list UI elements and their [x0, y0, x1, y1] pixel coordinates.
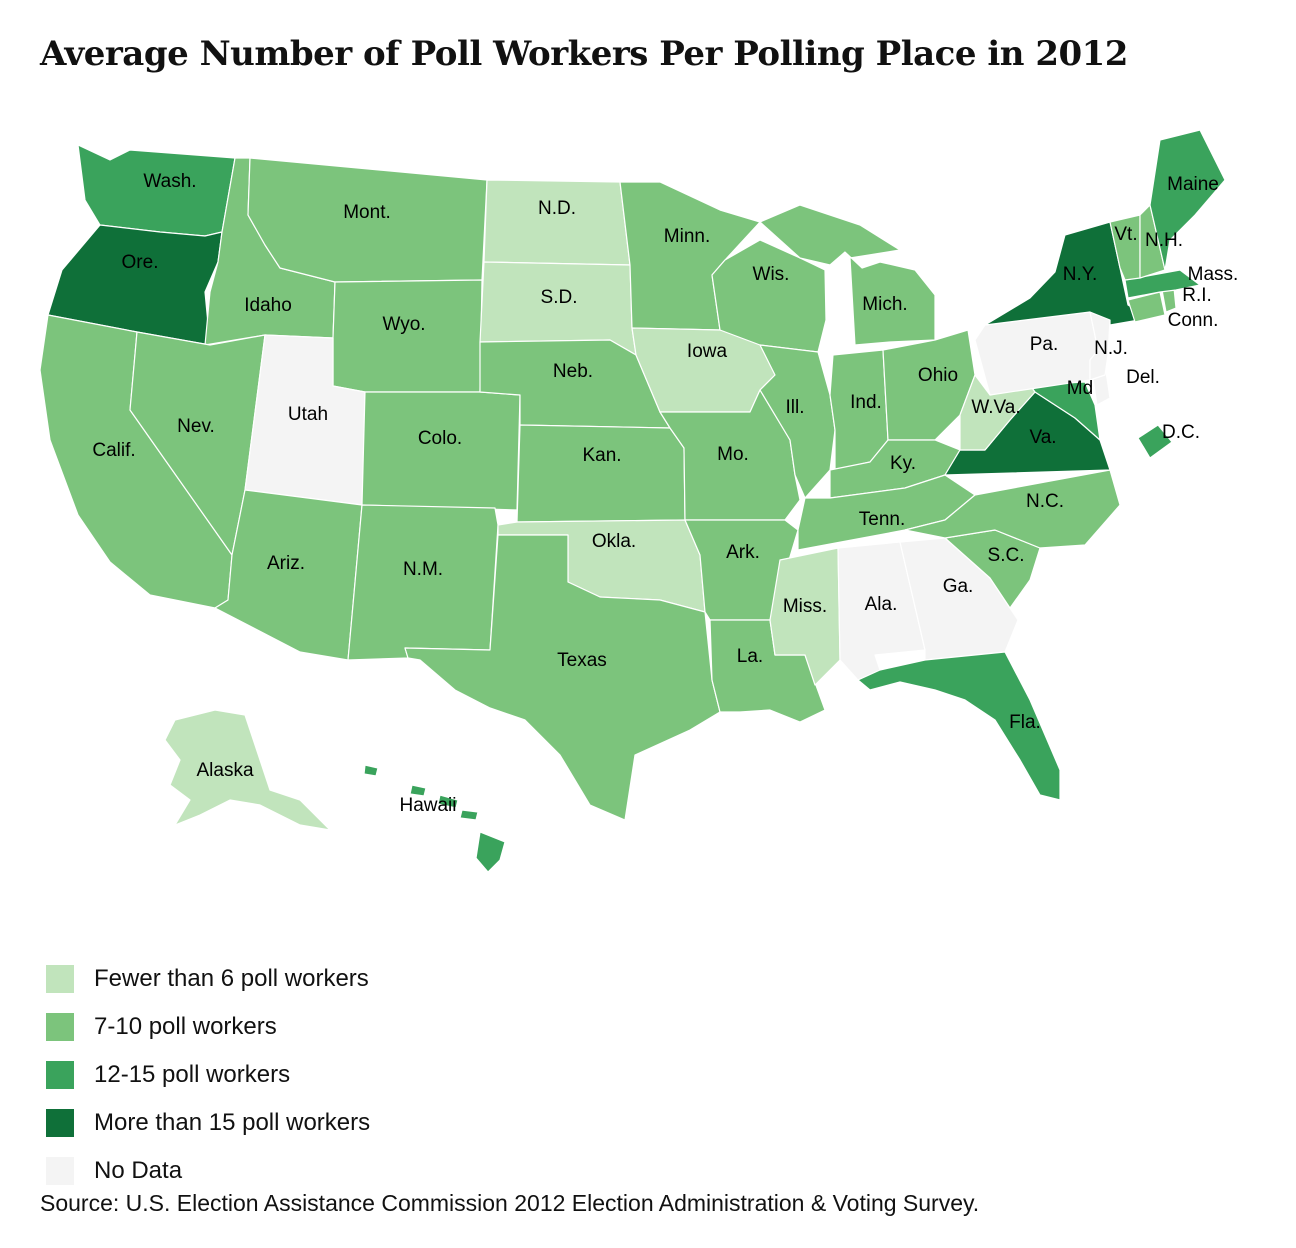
state-label-tn: Tenn. [859, 509, 905, 530]
state-wi [711, 239, 827, 353]
state-mi [759, 204, 936, 346]
state-label-al: Ala. [865, 594, 898, 615]
state-label-mi: Mich. [862, 294, 907, 315]
state-label-az: Ariz. [267, 553, 305, 574]
state-label-oh: Ohio [918, 365, 958, 386]
state-co [361, 391, 521, 511]
state-label-dc: D.C. [1162, 422, 1200, 443]
state-label-ct: Conn. [1168, 310, 1219, 331]
state-label-ok: Okla. [592, 531, 636, 552]
state-nm [347, 504, 499, 661]
legend-item-nodata: No Data [46, 1147, 370, 1195]
state-label-ri: R.I. [1182, 285, 1212, 306]
state-label-ky: Ky. [890, 453, 916, 474]
legend-item-12to15: 12-15 poll workers [46, 1051, 370, 1099]
state-label-nh: N.H. [1145, 230, 1183, 251]
state-label-sd: S.D. [541, 287, 578, 308]
us-choropleth-map: Wash. Ore. Calif. Idaho Nev. Mont. Wyo. Utah Ari… [39, 129, 1239, 873]
legend-swatch [46, 1061, 74, 1089]
source-note: Source: U.S. Election Assistance Commiss… [40, 1190, 980, 1216]
state-label-wa: Wash. [143, 171, 196, 192]
state-label-me: Maine [1167, 174, 1219, 195]
state-label-nj: N.J. [1094, 338, 1128, 359]
state-label-nc: N.C. [1026, 491, 1064, 512]
state-label-ga: Ga. [943, 576, 974, 597]
state-nj [1089, 311, 1111, 381]
state-label-wv: W.Va. [971, 397, 1020, 418]
state-label-sc: S.C. [988, 545, 1025, 566]
state-label-ca: Calif. [92, 440, 135, 461]
state-label-ms: Miss. [783, 596, 827, 617]
state-fl [857, 651, 1061, 801]
legend: Fewer than 6 poll workers 7-10 poll worke… [46, 955, 370, 1195]
legend-item-gt15: More than 15 poll workers [46, 1099, 370, 1147]
state-label-de: Del. [1126, 367, 1160, 388]
legend-item-lt6: Fewer than 6 poll workers [46, 955, 370, 1003]
state-or [47, 224, 223, 346]
state-label-pa: Pa. [1030, 334, 1059, 355]
state-ct [1127, 291, 1166, 323]
state-label-ut: Utah [288, 404, 328, 425]
state-label-nd: N.D. [538, 198, 576, 219]
legend-label: More than 15 poll workers [94, 1109, 371, 1136]
state-label-ar: Ark. [726, 542, 760, 563]
state-label-or: Ore. [122, 252, 159, 273]
state-ks [516, 424, 686, 523]
state-wy [332, 279, 483, 393]
legend-swatch [46, 1013, 74, 1041]
state-label-id: Idaho [244, 295, 292, 316]
state-label-wi: Wis. [753, 264, 790, 285]
state-label-in: Ind. [850, 392, 882, 413]
state-vt [1109, 214, 1141, 281]
state-mo [659, 389, 801, 521]
state-label-mo: Mo. [717, 444, 749, 465]
state-label-wy: Wyo. [382, 314, 425, 335]
state-nd [483, 179, 631, 266]
state-hi [363, 764, 506, 873]
state-label-vt: Vt. [1114, 224, 1137, 245]
legend-item-7to10: 7-10 poll workers [46, 1003, 370, 1051]
state-label-nm: N.M. [403, 559, 443, 580]
state-label-md: Md [1067, 378, 1093, 399]
state-label-nv: Nev. [177, 416, 215, 437]
state-label-fl: Fla. [1009, 712, 1041, 733]
state-nc [904, 469, 1121, 549]
state-label-il: Ill. [786, 397, 805, 418]
legend-label: No Data [94, 1157, 183, 1184]
state-label-hi: Hawaii [399, 795, 456, 816]
state-ny [984, 221, 1151, 326]
state-label-ia: Iowa [687, 341, 728, 362]
state-label-ks: Kan. [582, 445, 621, 466]
state-tx [404, 534, 721, 821]
state-label-ma: Mass. [1188, 264, 1239, 285]
legend-swatch [46, 965, 74, 993]
map-title: Average Number of Poll Workers Per Polli… [40, 34, 1128, 74]
state-label-mn: Minn. [664, 226, 710, 247]
legend-swatch [46, 1109, 74, 1137]
state-me [1149, 129, 1226, 271]
state-ak [164, 709, 331, 831]
state-label-tx: Texas [557, 650, 607, 671]
state-label-la: La. [737, 646, 763, 667]
legend-label: 7-10 poll workers [94, 1013, 277, 1040]
state-label-mt: Mont. [343, 202, 391, 223]
state-label-va: Va. [1029, 427, 1056, 448]
legend-swatch [46, 1157, 74, 1185]
state-dc [1137, 424, 1173, 459]
state-label-ny: N.Y. [1063, 264, 1098, 285]
state-label-ne: Neb. [553, 361, 593, 382]
state-label-co: Colo. [418, 428, 462, 449]
legend-label: 12-15 poll workers [94, 1061, 291, 1088]
legend-label: Fewer than 6 poll workers [94, 965, 369, 992]
state-label-ak: Alaska [196, 760, 253, 781]
